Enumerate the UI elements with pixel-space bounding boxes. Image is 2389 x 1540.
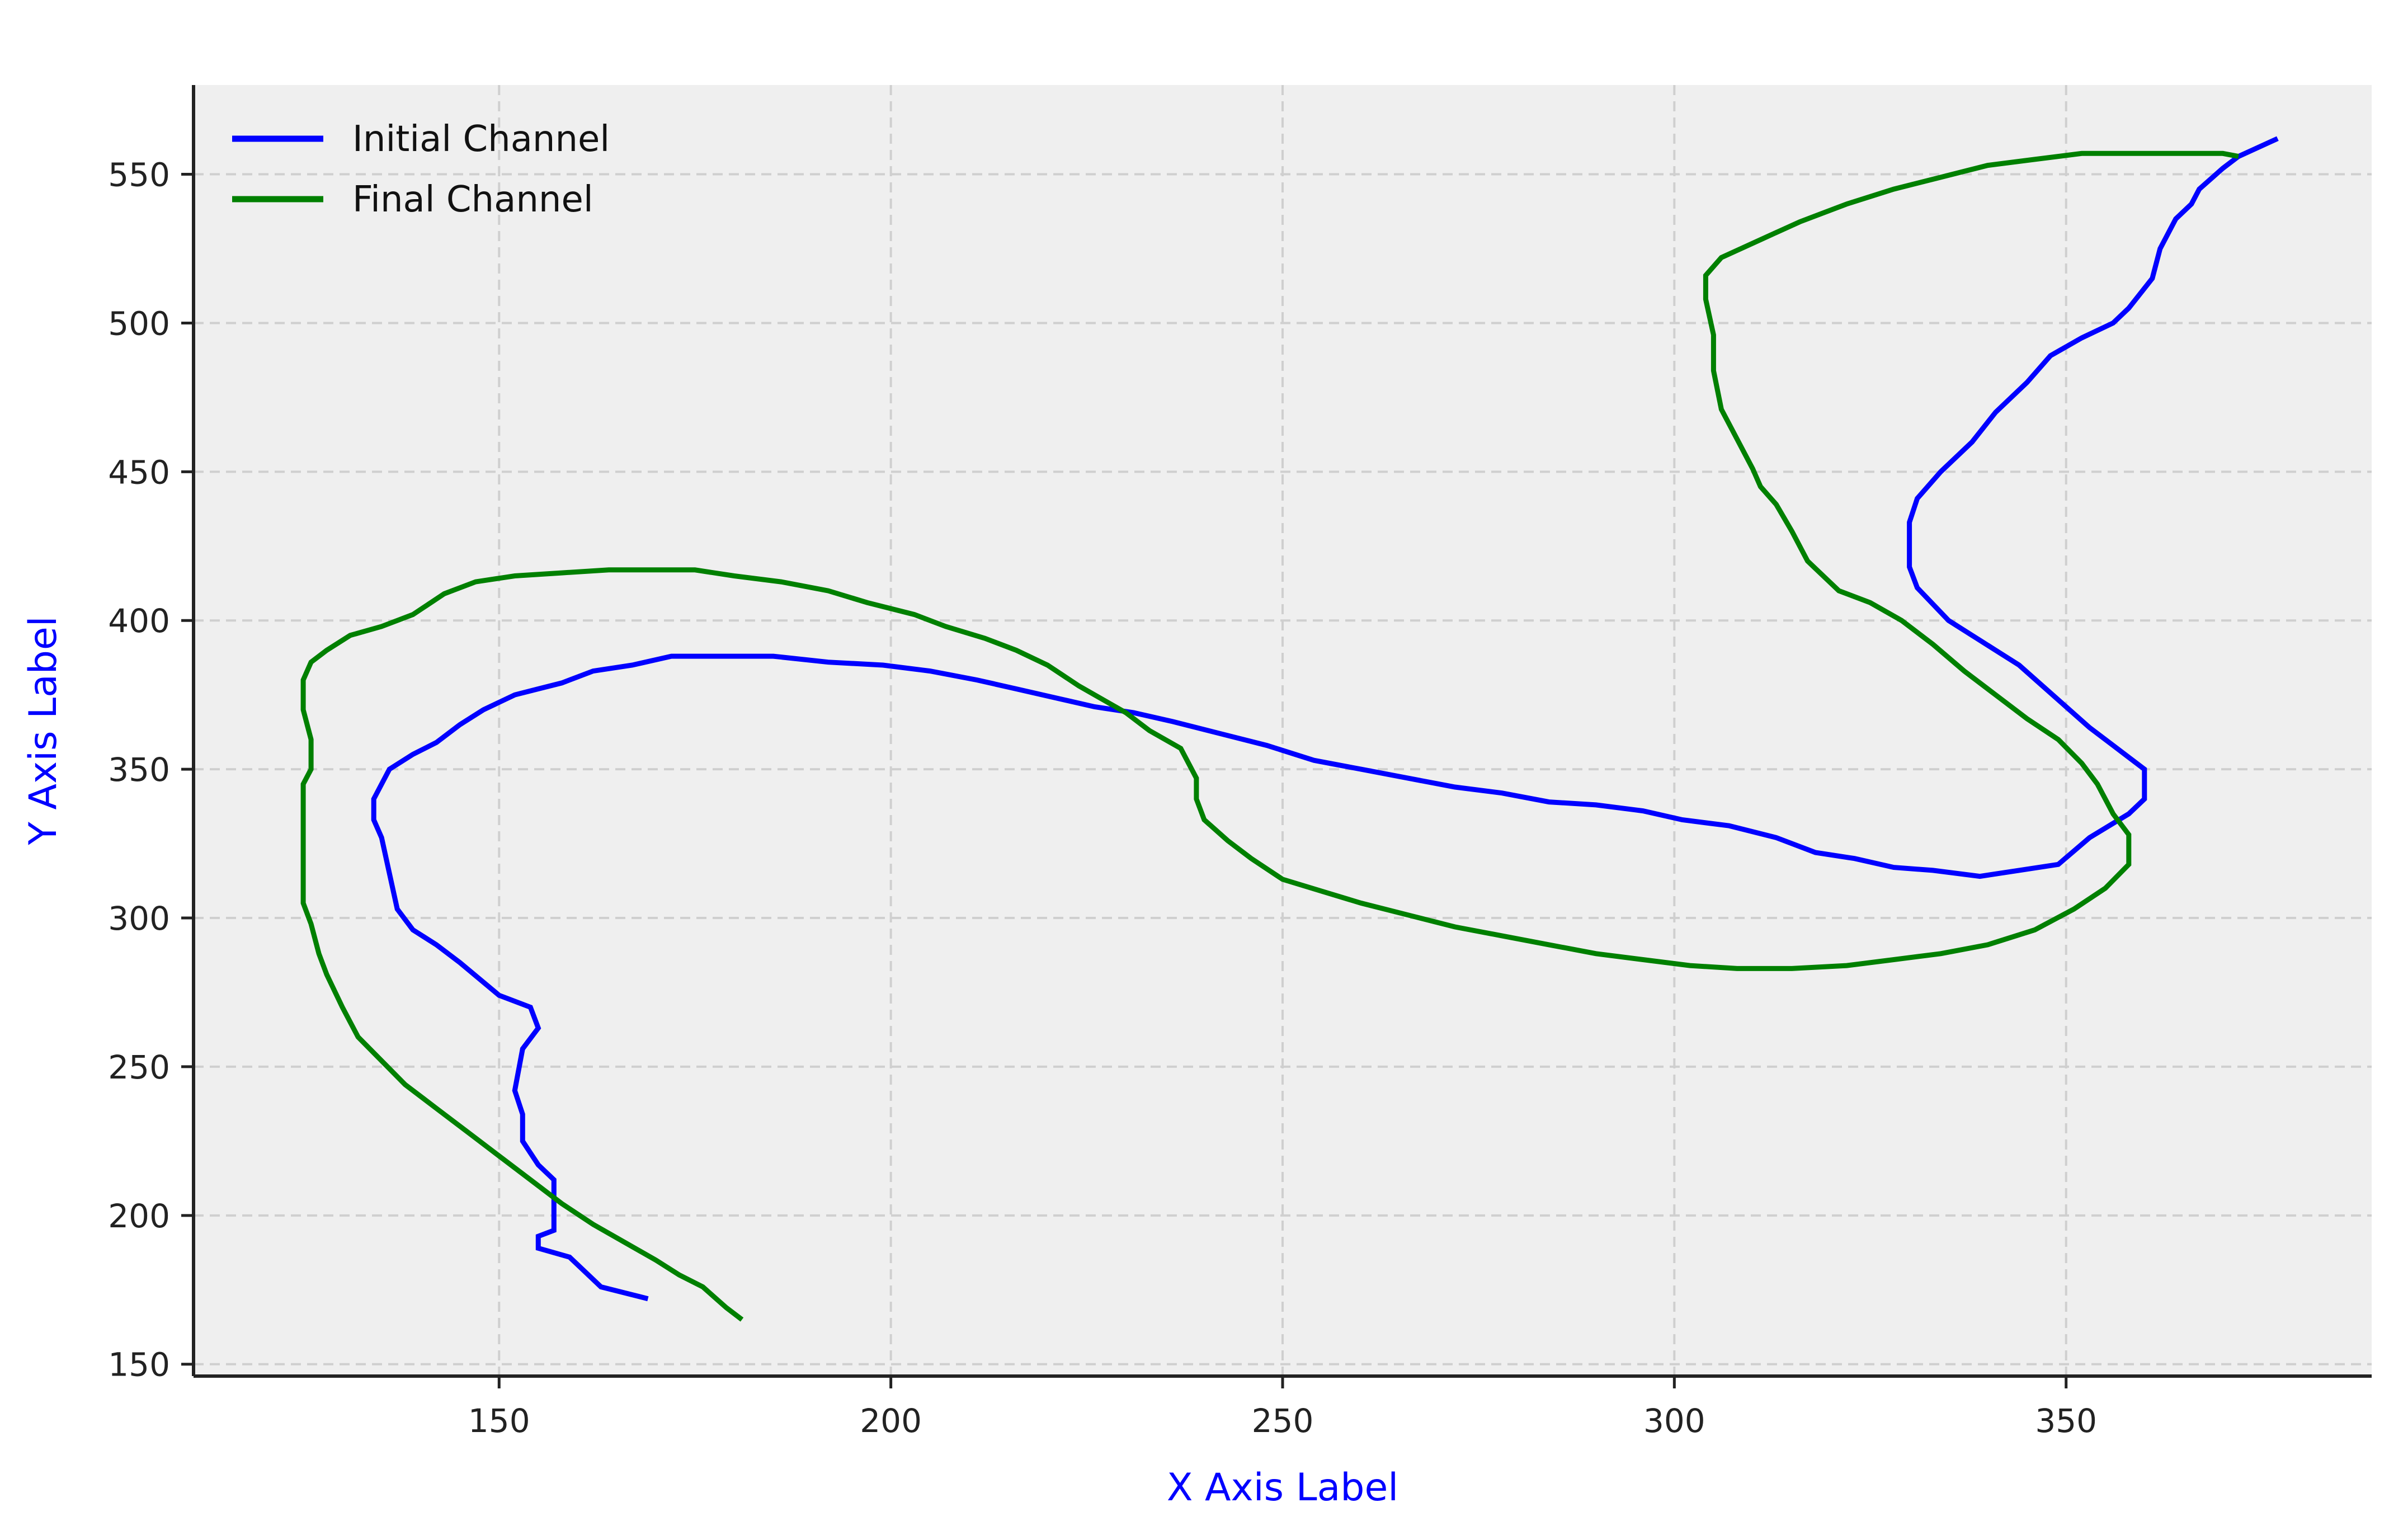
y-tick-label: 200 [108, 1197, 170, 1235]
y-tick-label: 500 [108, 304, 170, 342]
x-tick-label: 300 [1643, 1402, 1705, 1440]
series-line-final-channel [300, 150, 2239, 1322]
legend-item-final-channel: Final Channel [232, 179, 593, 220]
x-tick-label: 200 [860, 1402, 922, 1440]
x-axis-label: X Axis Label [1167, 1466, 1398, 1510]
series-lines [300, 136, 2279, 1322]
legend-label-final-channel: Final Channel [352, 179, 593, 220]
y-tick-label: 300 [108, 899, 170, 938]
x-tick-label: 250 [1252, 1402, 1314, 1440]
y-tick-label: 450 [108, 453, 170, 491]
y-tick-label: 150 [108, 1346, 170, 1384]
axis-ticks: 150 200 250 300 350 150 200 250 300 350 400 450 500 5… [108, 156, 2097, 1440]
grid-lines [194, 85, 2372, 1376]
x-tick-label: 350 [2035, 1402, 2097, 1440]
series-line-initial-channel [371, 136, 2279, 1302]
legend-label-initial-channel: Initial Channel [352, 119, 610, 160]
y-tick-label: 400 [108, 602, 170, 640]
y-tick-label: 350 [108, 751, 170, 789]
legend-item-initial-channel: Initial Channel [232, 119, 610, 160]
y-tick-label: 550 [108, 156, 170, 194]
y-tick-label: 250 [108, 1048, 170, 1086]
y-axis-label: Y Axis Label [21, 616, 65, 845]
legend: Initial Channel Final Channel [232, 119, 610, 220]
x-tick-label: 150 [468, 1402, 530, 1440]
